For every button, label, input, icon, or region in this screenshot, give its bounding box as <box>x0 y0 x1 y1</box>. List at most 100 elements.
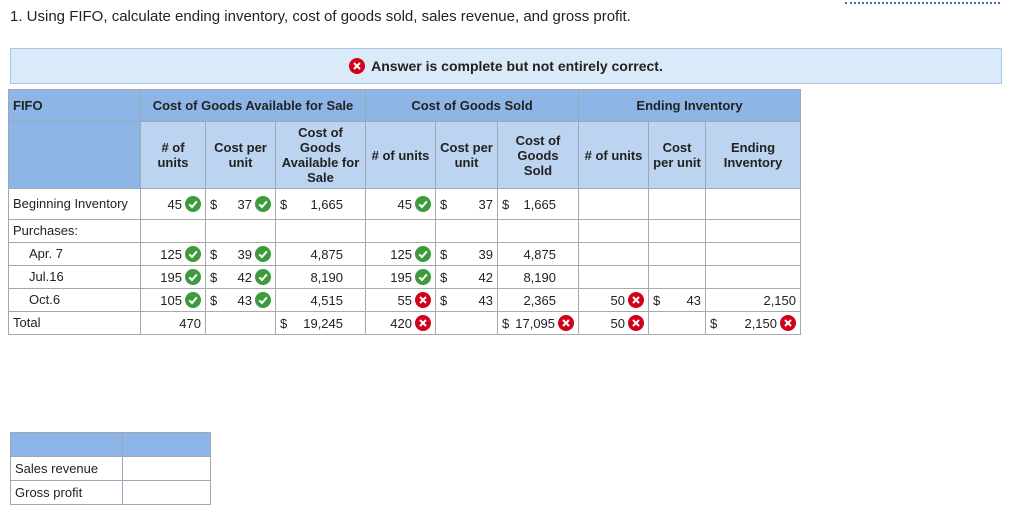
table-row: Oct.6 105 $43 4,515 55 $43 2,365 50 $43 2,150 <box>8 288 802 312</box>
input-cell[interactable] <box>578 242 650 266</box>
cell-value: 4,875 <box>310 246 343 262</box>
cell-value: 1,665 <box>523 196 557 212</box>
table-row: Purchases: <box>8 219 802 243</box>
cell-content: 125 <box>370 246 431 262</box>
cell-value: 42 <box>237 269 252 285</box>
input-cell[interactable] <box>705 242 802 266</box>
cell-content: $1,665 <box>280 197 361 212</box>
input-cell[interactable]: 4,515 <box>275 288 366 312</box>
input-cell[interactable]: 2,365 <box>496 288 580 312</box>
input-cell[interactable] <box>648 311 707 335</box>
input-cell[interactable]: 4,875 <box>496 242 580 266</box>
input-cell[interactable]: 195 <box>365 265 436 289</box>
cell-value: 50 <box>610 292 626 308</box>
input-cell[interactable] <box>435 219 498 243</box>
input-cell[interactable] <box>705 188 802 220</box>
fifo-table: FIFO Cost of Goods Available for Sale Co… <box>8 89 802 335</box>
cell-value: 125 <box>390 246 412 262</box>
table-row: Beginning Inventory 45 $37 $1,665 45 $37 $1,66… <box>8 188 802 220</box>
input-cell[interactable] <box>435 311 498 335</box>
input-cell[interactable] <box>578 188 650 220</box>
input-cell[interactable]: $1,665 <box>275 188 366 220</box>
input-cell[interactable]: 50 <box>578 288 650 312</box>
cell-content: $43 <box>653 293 701 308</box>
input-cell[interactable]: $39 <box>205 242 276 266</box>
input-cell[interactable] <box>705 265 802 289</box>
input-cell[interactable] <box>205 311 276 335</box>
column-header: Cost per unit <box>648 121 707 189</box>
input-cell[interactable] <box>122 456 211 481</box>
input-cell[interactable]: $19,245 <box>275 311 366 335</box>
column-header: # of units <box>578 121 650 189</box>
input-cell[interactable]: $43 <box>205 288 276 312</box>
column-header: Ending Inventory <box>705 121 802 189</box>
input-cell[interactable] <box>578 265 650 289</box>
currency: $ <box>502 315 510 331</box>
check-icon <box>185 269 201 285</box>
input-cell[interactable]: $42 <box>205 265 276 289</box>
currency: $ <box>502 196 510 212</box>
input-cell[interactable] <box>275 219 366 243</box>
input-cell[interactable] <box>140 219 206 243</box>
input-cell[interactable]: $37 <box>205 188 276 220</box>
input-cell[interactable] <box>648 219 707 243</box>
input-cell[interactable]: $37 <box>435 188 498 220</box>
check-icon <box>415 269 431 285</box>
input-cell[interactable]: 125 <box>365 242 436 266</box>
input-cell[interactable]: $43 <box>648 288 707 312</box>
cell-content: 8,190 <box>502 270 574 285</box>
input-cell[interactable] <box>122 480 211 505</box>
input-cell[interactable]: $1,665 <box>496 188 580 220</box>
cell-content: 470 <box>145 316 201 331</box>
check-icon <box>415 246 431 262</box>
input-cell[interactable]: 470 <box>140 311 206 335</box>
input-cell[interactable] <box>648 265 707 289</box>
row-label: Jul.16 <box>8 265 141 289</box>
check-icon <box>185 246 201 262</box>
check-icon <box>415 196 431 212</box>
cell-value: 43 <box>686 292 702 308</box>
input-cell[interactable]: 105 <box>140 288 206 312</box>
input-cell[interactable]: 8,190 <box>496 265 580 289</box>
cell-content: 45 <box>370 196 431 212</box>
input-cell[interactable]: 2,150 <box>705 288 802 312</box>
cross-icon <box>349 58 366 74</box>
row-label: Total <box>8 311 141 335</box>
cell-content: 4,875 <box>502 247 574 262</box>
input-cell[interactable]: 125 <box>140 242 206 266</box>
input-cell[interactable]: 4,875 <box>275 242 366 266</box>
currency: $ <box>210 292 218 308</box>
input-cell[interactable]: 45 <box>140 188 206 220</box>
group-header: Ending Inventory <box>578 89 802 122</box>
cell-content: $43 <box>210 292 271 308</box>
cell-content: $39 <box>440 247 493 262</box>
cell-value: 55 <box>397 292 412 308</box>
input-cell[interactable] <box>205 219 276 243</box>
input-cell[interactable]: 45 <box>365 188 436 220</box>
blank-header <box>8 121 141 189</box>
input-cell[interactable] <box>648 242 707 266</box>
input-cell[interactable]: $2,150 <box>705 311 802 335</box>
input-cell[interactable] <box>365 219 436 243</box>
input-cell[interactable]: $17,095 <box>496 311 580 335</box>
input-cell[interactable] <box>496 219 580 243</box>
input-cell[interactable]: $39 <box>435 242 498 266</box>
currency: $ <box>210 269 218 285</box>
input-cell[interactable] <box>705 219 802 243</box>
currency: $ <box>653 292 661 308</box>
cross-icon <box>628 292 645 308</box>
input-cell[interactable]: 420 <box>365 311 436 335</box>
input-cell[interactable] <box>578 219 650 243</box>
input-cell[interactable]: 55 <box>365 288 436 312</box>
group-header: Cost of Goods Available for Sale <box>140 89 366 122</box>
check-icon <box>255 292 271 308</box>
input-cell[interactable]: $42 <box>435 265 498 289</box>
input-cell[interactable] <box>648 188 707 220</box>
input-cell[interactable]: 50 <box>578 311 650 335</box>
input-cell[interactable]: 195 <box>140 265 206 289</box>
input-cell[interactable]: 8,190 <box>275 265 366 289</box>
cell-value: 17,095 <box>515 315 556 331</box>
input-cell[interactable]: $43 <box>435 288 498 312</box>
row-label: Oct.6 <box>8 288 141 312</box>
